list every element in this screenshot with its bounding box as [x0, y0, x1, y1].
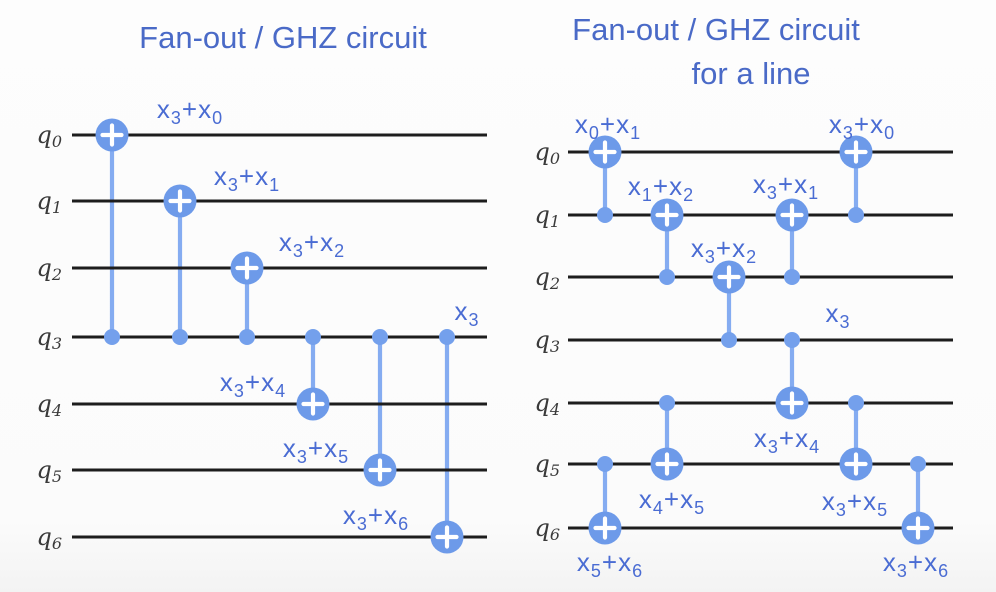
- qubit-label: q3: [534, 326, 560, 356]
- cnot-control-dot: [597, 456, 613, 472]
- cnot-control-dot: [597, 207, 613, 223]
- cnot-control-dot: [239, 329, 255, 345]
- right-circuit-title-line2: for a line: [692, 56, 811, 91]
- cnot-control-dot: [721, 332, 737, 348]
- qubit-label: q5: [534, 450, 560, 480]
- cnot-control-dot: [439, 329, 455, 345]
- state-label: x3+x1: [214, 161, 280, 195]
- qubit-label: q2: [36, 254, 62, 284]
- qubit-label: q5: [36, 456, 62, 486]
- right-circuit-group: q0 q1 q2 q3 q4 q5 q6 x0+x1 x3+x0 x1+x2 x3+x1 x3+x2 x…: [534, 109, 953, 581]
- cnot-control-dot: [372, 329, 388, 345]
- cnot-control-dot: [784, 269, 800, 285]
- qubit-label: q1: [534, 201, 560, 231]
- state-label: x3+x2: [279, 227, 345, 261]
- state-label: x3+x1: [753, 169, 819, 203]
- cnot-control-dot: [848, 207, 864, 223]
- qubit-label: q2: [534, 263, 560, 293]
- state-label: x3: [454, 296, 479, 330]
- state-label: x3+x0: [157, 94, 223, 128]
- cnot-control-dot: [172, 329, 188, 345]
- cnot-control-dot: [784, 332, 800, 348]
- cnot-control-dot: [910, 456, 926, 472]
- state-label: x3+x6: [883, 547, 949, 581]
- qubit-label: q6: [36, 523, 62, 553]
- cnot-control-dot: [305, 329, 321, 345]
- cnot-control-dot: [104, 329, 120, 345]
- qubit-label: q3: [36, 323, 62, 353]
- state-label: x3+x4: [220, 367, 286, 401]
- right-circuit-title-line1: Fan-out / GHZ circuit: [572, 12, 860, 47]
- state-label: x3+x5: [283, 433, 349, 467]
- state-label: x3+x0: [829, 109, 895, 143]
- state-label: x5+x6: [577, 547, 643, 581]
- left-circuit-title: Fan-out / GHZ circuit: [139, 20, 427, 55]
- qubit-label: q4: [36, 390, 62, 420]
- qubit-label: q6: [534, 514, 560, 544]
- state-label: x3+x2: [691, 233, 757, 267]
- state-label: x3: [825, 298, 850, 332]
- cnot-control-dot: [848, 395, 864, 411]
- state-label: x1+x2: [628, 171, 694, 205]
- state-label: x0+x1: [575, 109, 641, 143]
- state-label: x3+x5: [822, 486, 888, 520]
- qubit-label: q0: [36, 121, 62, 151]
- qubit-label: q0: [534, 138, 560, 168]
- qubit-label: q1: [36, 187, 62, 217]
- qubit-label: q4: [534, 389, 560, 419]
- state-label: x3+x6: [343, 500, 409, 534]
- left-circuit-group: q0 q1 q2 q3 q4 q5 q6 x3+x0 x3+x1 x3+x2 x3 x3+x4 x3+x…: [36, 94, 487, 554]
- state-label: x3+x4: [754, 423, 820, 457]
- cnot-control-dot: [659, 269, 675, 285]
- state-label: x4+x5: [639, 484, 705, 518]
- cnot-control-dot: [659, 395, 675, 411]
